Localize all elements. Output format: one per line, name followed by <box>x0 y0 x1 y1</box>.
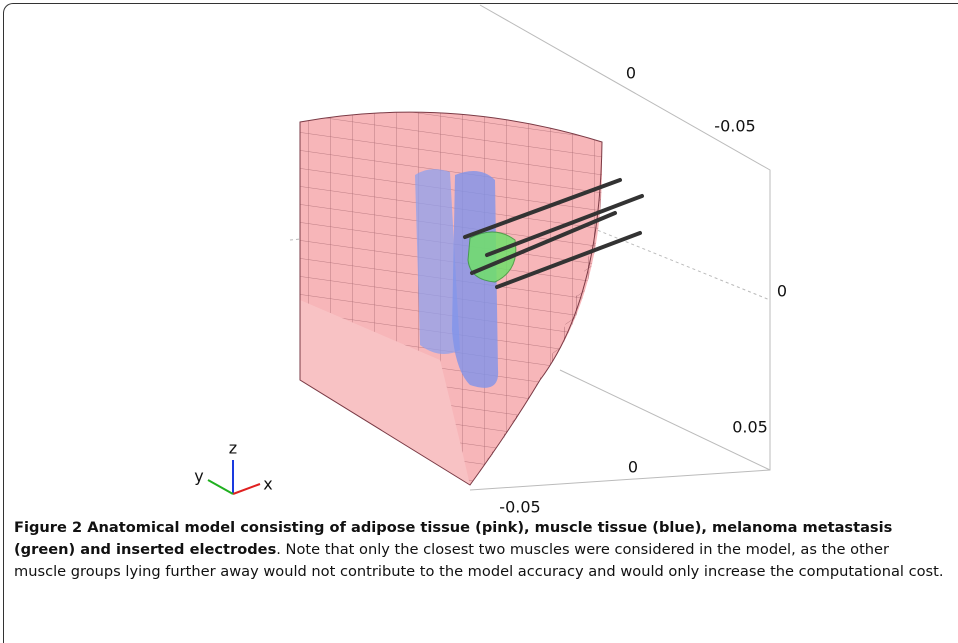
axis-label: 0.05 <box>732 418 768 437</box>
caption: Figure 2 Anatomical model consisting of … <box>14 517 944 583</box>
axis-label: -0.05 <box>499 498 540 517</box>
triad-label: z <box>229 439 237 458</box>
triad-x <box>233 484 260 494</box>
page: {"figure": { "axis_labels": ["0", "-0.05… <box>0 0 958 636</box>
figure-render: 0 -0.05 0 0.05 0 -0.05 z y x <box>0 0 958 520</box>
axis-label: 0 <box>626 64 636 83</box>
axis-label: -0.05 <box>714 117 755 136</box>
axis-label: 0 <box>628 458 638 477</box>
axis-label: 0 <box>777 282 787 301</box>
triad-label: y <box>194 467 203 486</box>
triad-y <box>208 480 233 494</box>
triad-label: x <box>263 475 272 494</box>
